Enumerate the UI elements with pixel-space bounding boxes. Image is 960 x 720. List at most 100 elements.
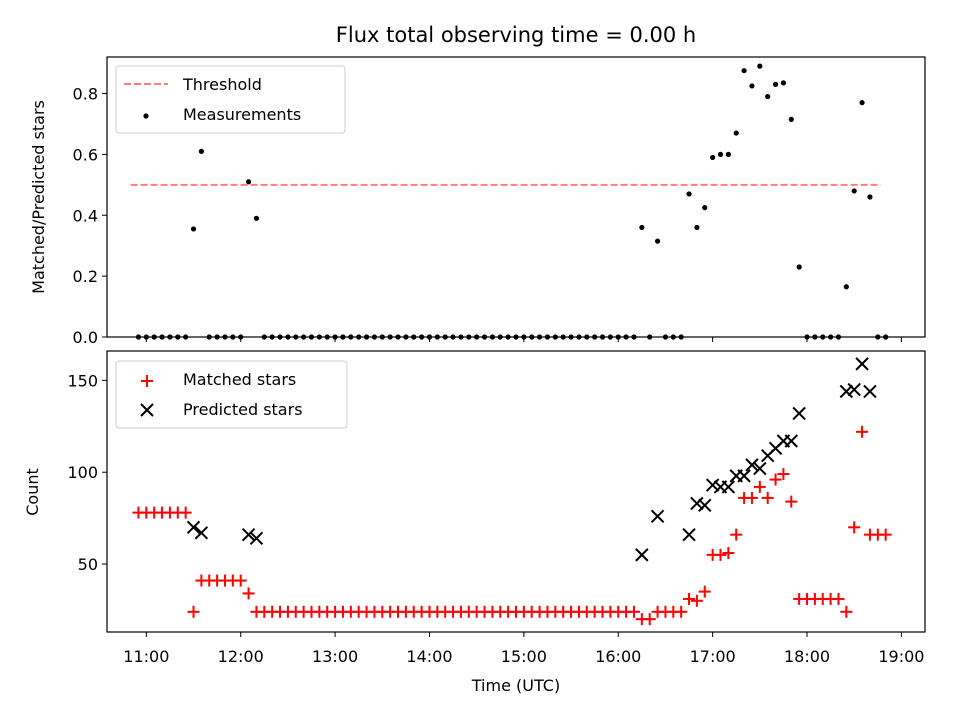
predicted-star-point <box>194 526 209 540</box>
measurement-point <box>450 334 456 340</box>
measurement-point <box>639 224 645 231</box>
bottom-y-tick-label: 150 <box>67 371 98 390</box>
matched-star-point <box>769 473 782 486</box>
measurement-point <box>710 154 716 161</box>
predicted-star-stroke-b <box>186 520 201 535</box>
measurement-point <box>474 334 480 340</box>
matched-star-point <box>879 528 892 541</box>
bottom-x-tick-label: 14:00 <box>406 647 452 666</box>
matched-star-point <box>683 592 696 605</box>
predicted-star-point <box>698 498 712 512</box>
legend-predicted-label: Predicted stars <box>183 400 303 419</box>
predicted-star-point <box>753 461 767 476</box>
measurement-point <box>607 334 613 340</box>
top-data <box>130 63 889 340</box>
predicted-star-point <box>745 458 759 472</box>
measurement-point <box>662 334 669 340</box>
measurement-point <box>552 334 558 340</box>
measurement-point <box>261 334 267 340</box>
measurement-point <box>442 334 448 340</box>
measurement-point <box>757 63 763 69</box>
measurement-point <box>356 334 362 340</box>
predicted-star-stroke-b <box>745 458 759 472</box>
measurement-point <box>772 81 779 87</box>
bottom-y-tick-label: 100 <box>67 463 98 482</box>
measurement-point <box>796 264 802 270</box>
measurement-point <box>828 334 834 340</box>
measurement-point <box>308 334 315 340</box>
legend-measurements-label: Measurements <box>183 105 301 124</box>
predicted-star-point <box>635 548 649 562</box>
predicted-star-stroke-b <box>682 527 696 542</box>
measurement-point <box>780 80 787 86</box>
measurement-point <box>631 334 637 340</box>
predicted-star-point <box>186 520 201 535</box>
measurement-point <box>851 188 857 194</box>
legend-predicted-swatch <box>140 403 154 417</box>
measurement-point <box>694 224 700 231</box>
matched-star-point <box>753 480 766 493</box>
measurement-point <box>859 100 865 106</box>
predicted-star-point <box>847 382 861 397</box>
matched-star-point <box>745 491 758 504</box>
matched-star-point <box>675 605 688 618</box>
bottom-x-tick-label: 18:00 <box>784 647 830 666</box>
measurement-point <box>332 334 338 340</box>
predicted-star-stroke-b <box>863 384 877 399</box>
predicted-star-stroke-b <box>698 498 712 512</box>
measurement-point <box>206 334 212 340</box>
matched-star-point <box>187 605 200 618</box>
matched-star-point <box>832 592 845 605</box>
matched-star-point <box>722 547 735 560</box>
matched-star-point <box>690 594 703 607</box>
measurement-point <box>277 334 283 340</box>
measurement-point <box>395 334 401 340</box>
measurement-point <box>426 334 433 340</box>
predicted-star-point <box>705 478 720 492</box>
measurement-point <box>411 334 417 340</box>
chart-title: Flux total observing time = 0.00 h <box>336 23 696 47</box>
measurement-point <box>481 334 488 340</box>
measurement-point <box>820 334 826 340</box>
bottom-x-axis-label: Time (UTC) <box>471 676 560 695</box>
measurement-point <box>670 334 676 340</box>
measurement-point <box>765 93 771 100</box>
predicted-star-stroke-b <box>721 480 736 494</box>
legend-matched-label: Matched stars <box>183 370 296 389</box>
measurement-point <box>198 148 204 154</box>
predicted-star-point <box>737 469 751 483</box>
legend-matched-swatch <box>141 375 153 387</box>
measurement-point <box>340 334 346 340</box>
measurement-point <box>419 334 425 340</box>
measurement-point <box>489 334 496 340</box>
bottom-x-tick-label: 12:00 <box>218 647 264 666</box>
measurement-point <box>741 68 747 74</box>
bottom-y-ticks: 50 100 150 <box>67 371 107 574</box>
bottom-legend-box <box>115 360 348 429</box>
measurement-point <box>560 334 566 340</box>
measurement-point <box>214 334 220 340</box>
matched-star-point <box>785 495 798 508</box>
matched-star-point <box>698 585 711 598</box>
measurement-point <box>883 334 889 340</box>
measurement-point <box>324 334 330 340</box>
predicted-star-stroke-b <box>847 382 861 397</box>
measurement-point <box>183 334 189 340</box>
predicted-star-point <box>682 527 696 542</box>
measurement-point <box>725 151 731 157</box>
predicted-star-stroke-b <box>194 526 209 540</box>
bottom-data <box>132 357 892 626</box>
measurement-point <box>151 334 157 340</box>
measurement-point <box>599 334 606 340</box>
measurement-point <box>497 334 503 340</box>
measurement-point <box>293 334 299 340</box>
top-y-tick-label: 0.4 <box>73 206 98 225</box>
top-y-ticks: 0.0 0.2 0.4 0.6 0.8 <box>73 85 107 347</box>
measurement-point <box>788 116 794 122</box>
bottom-x-tick-label: 11:00 <box>123 647 169 666</box>
predicted-star-point <box>839 384 854 399</box>
measurement-point <box>536 334 543 340</box>
measurement-point <box>615 334 621 340</box>
measurement-point <box>434 334 440 340</box>
measurement-point <box>167 334 173 340</box>
